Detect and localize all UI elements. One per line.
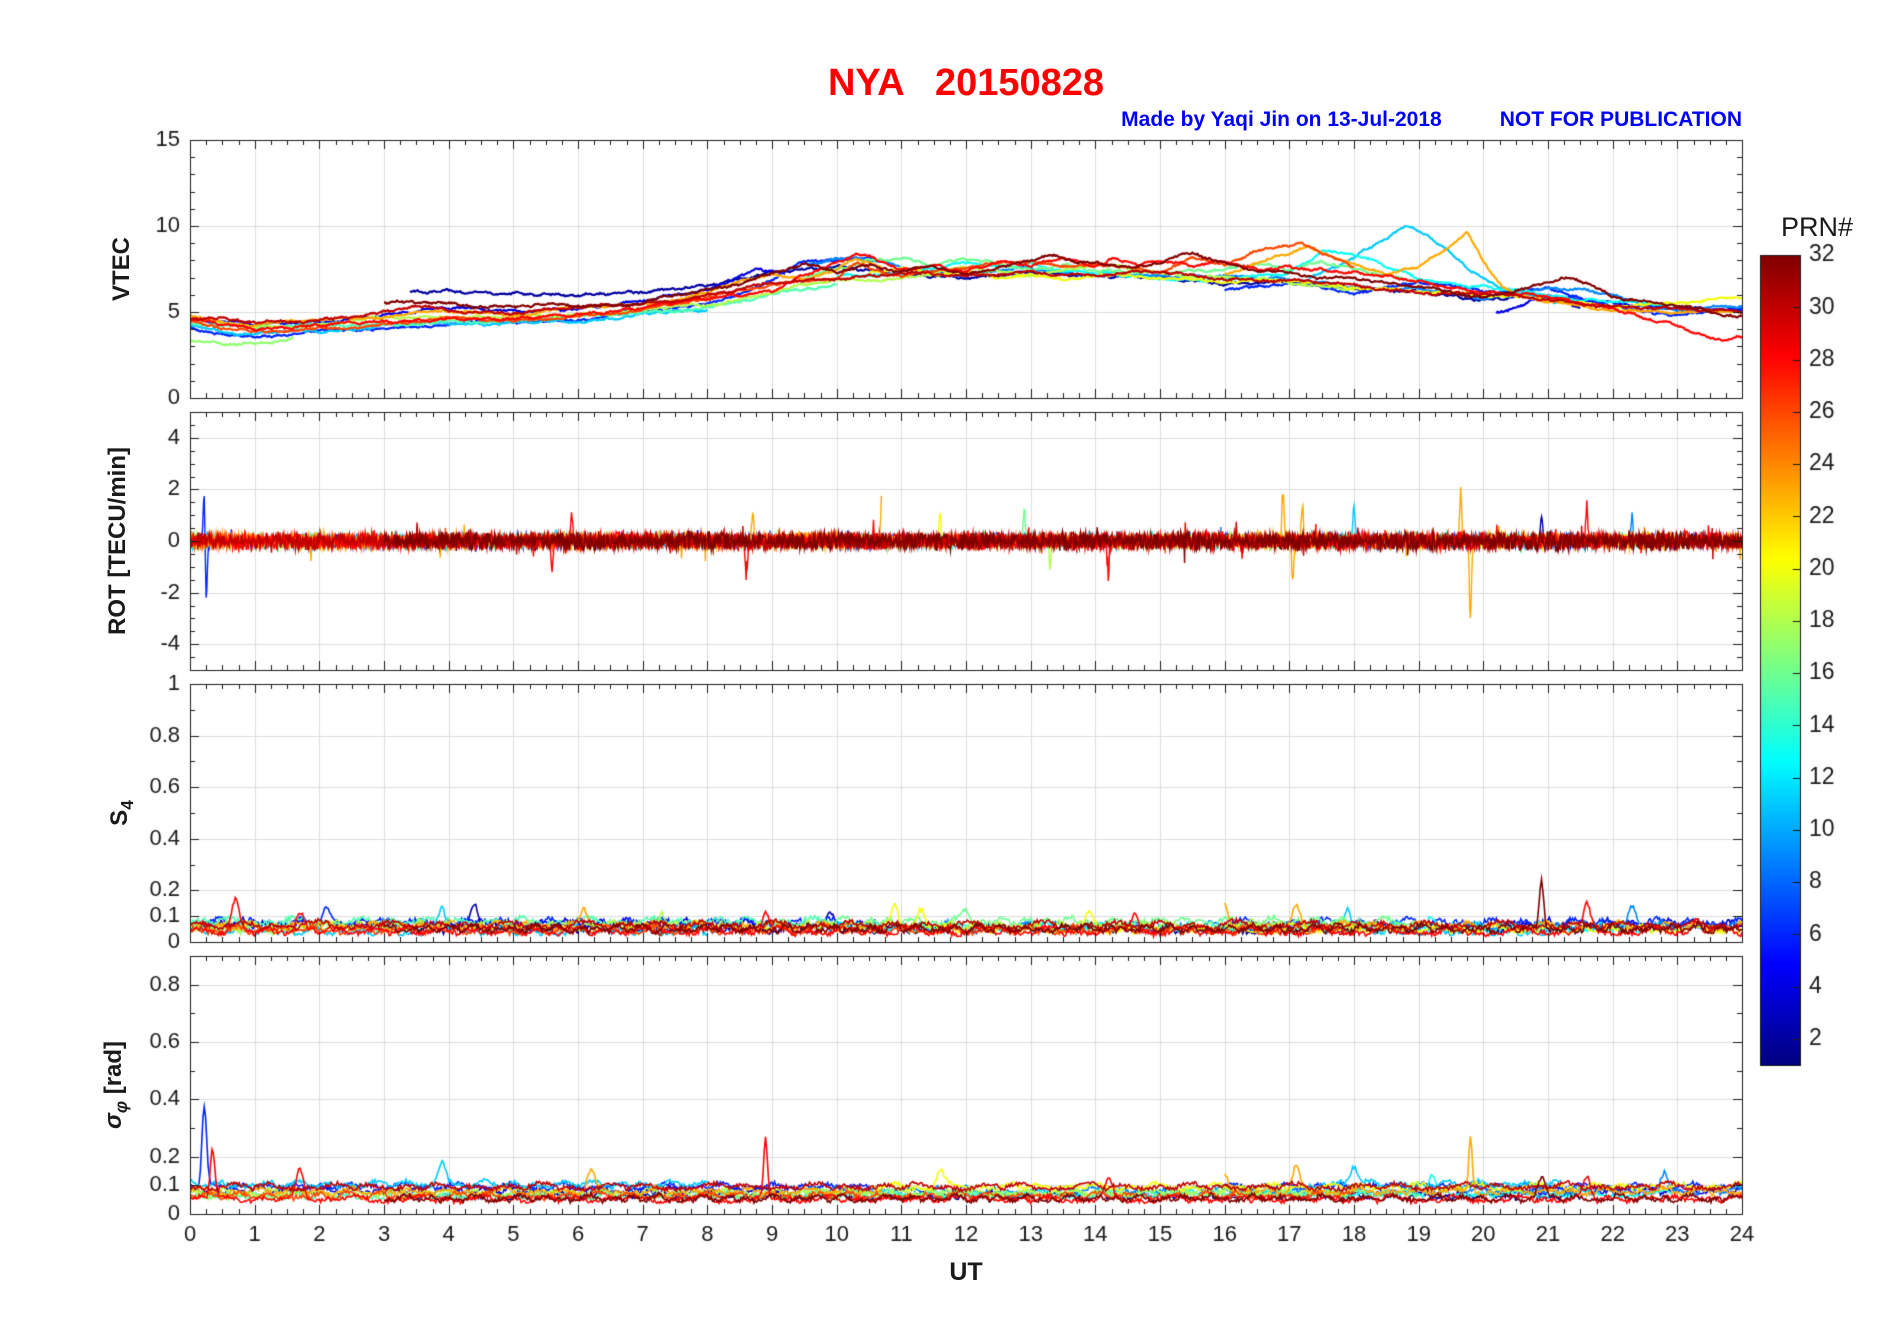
ylabel-s4-sub: 4 [116,800,137,810]
chart-title: NYA 20150828 [827,62,1105,104]
ylabel-sigma-sub: φ [110,1100,131,1114]
ylabel-s4: S4 [106,800,138,826]
ylabel-sigma-unit: [rad] [100,1040,128,1101]
ylabel-sigma-phi: σφ [rad] [100,1041,132,1129]
xlabel: UT [949,1258,983,1286]
notice-text: NOT FOR PUBLICATION [1499,108,1742,131]
credit-text: Made by Yaqi Jin on 13-Jul-2018 [1121,108,1442,131]
ylabel-sigma-main: σ [100,1113,128,1130]
ylabel-rot: ROT [TECU/min] [104,447,131,635]
colorbar-label: PRN# [1780,212,1854,242]
watermark: Made by Yaqi Jin on 13-Jul-2018 NOT FOR … [1121,108,1742,132]
ylabel-s4-main: S [106,809,134,826]
ylabel-vtec: VTEC [108,236,135,302]
